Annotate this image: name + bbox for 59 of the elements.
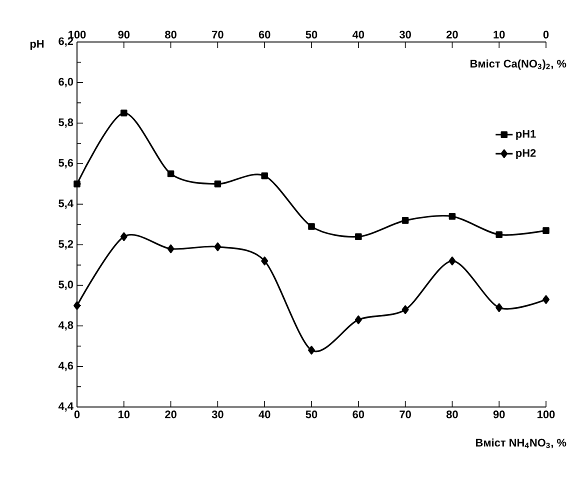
point [402, 305, 409, 314]
x-tick-label: 70 [400, 410, 411, 418]
legend-label: pH2 [516, 149, 536, 160]
y-tick-label: 6,2 [58, 37, 74, 47]
point [496, 303, 503, 312]
point [448, 212, 456, 220]
point [120, 110, 128, 116]
x-tick-label: 50 [306, 410, 318, 418]
x2-tick-label: 30 [399, 30, 411, 38]
x2-tick-label: 40 [352, 30, 364, 38]
x-tick-label: 20 [165, 410, 176, 418]
point [542, 295, 550, 304]
y-tick-label: 6,0 [58, 78, 74, 88]
y-tick-label: 5,6 [58, 158, 74, 168]
point [542, 227, 550, 234]
x2-tick-label: 80 [165, 30, 176, 38]
x-axis-title: Вміст NH$_{4}$NO$_{3}$, % [476, 438, 566, 448]
point [214, 242, 222, 252]
x-tick-label: 0 [74, 410, 80, 418]
x2-tick-label: 70 [212, 30, 224, 38]
point [402, 217, 409, 224]
x-tick-label: 60 [352, 410, 364, 418]
point [354, 315, 362, 324]
x-tick-label: 100 [538, 410, 555, 418]
point [74, 301, 80, 310]
x2-tick-label: 10 [494, 30, 505, 38]
point [261, 256, 268, 266]
point [261, 172, 268, 180]
y-tick-label: 4,8 [58, 321, 74, 331]
point [74, 180, 80, 188]
x-tick-label: 40 [258, 410, 270, 418]
point [448, 256, 456, 266]
legend-label: pH1 [516, 130, 536, 140]
x2-axis-title: Вміст Ca(NO$_{3}$)$_{2}$, % [470, 60, 566, 70]
point [214, 180, 222, 188]
point [167, 244, 174, 254]
point [355, 233, 362, 240]
x-tick-label: 80 [446, 410, 458, 418]
y-tick-label: 5,4 [58, 200, 74, 209]
point [308, 223, 315, 230]
y-tick-label: 4,4 [58, 402, 74, 412]
x2-tick-label: 100 [68, 30, 86, 38]
x2-tick-label: 50 [306, 30, 318, 38]
point [167, 170, 174, 178]
y-axis-title: pH [30, 40, 44, 50]
point [496, 231, 502, 238]
x2-tick-label: 60 [258, 30, 270, 38]
y-tick-label: 5,2 [58, 240, 74, 250]
point [308, 346, 315, 355]
y-tick-label: 4,6 [58, 362, 74, 372]
x-tick-label: 90 [493, 410, 505, 418]
x2-tick-label: 90 [118, 30, 130, 38]
point [120, 232, 128, 242]
x2-tick-label: 0 [543, 30, 549, 38]
y-tick-label: 5,8 [58, 118, 74, 128]
x2-tick-label: 20 [446, 30, 458, 38]
x-tick-label: 30 [212, 410, 224, 418]
y-tick-label: 5,0 [58, 280, 74, 290]
x-tick-label: 10 [118, 410, 130, 418]
